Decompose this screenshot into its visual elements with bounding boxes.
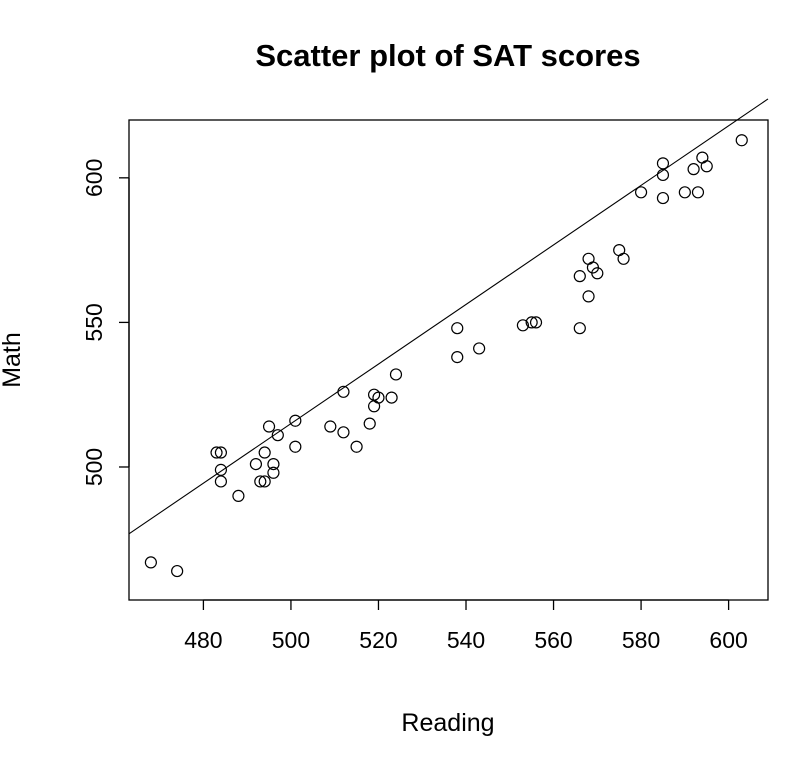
x-axis: 480 500 520 540 560 580 600	[184, 599, 748, 653]
x-tick-label: 500	[272, 627, 310, 653]
data-point	[656, 157, 670, 170]
data-point	[171, 564, 184, 578]
data-point	[289, 414, 302, 427]
data-point	[389, 368, 403, 381]
data-point	[735, 134, 748, 147]
data-point	[634, 186, 648, 199]
data-point	[214, 463, 228, 476]
data-point	[267, 466, 280, 479]
data-point	[613, 244, 626, 257]
data-point	[214, 475, 228, 488]
data-point	[350, 440, 363, 453]
x-tick-label: 520	[359, 627, 397, 653]
data-point	[451, 351, 464, 364]
x-tick-label: 480	[184, 627, 222, 653]
y-axis-label: Math	[0, 332, 26, 388]
y-axis: 500 550 600	[81, 159, 130, 486]
data-point	[254, 475, 267, 488]
data-point	[363, 417, 376, 430]
data-point	[232, 489, 245, 503]
data-points	[144, 134, 748, 578]
data-point	[262, 420, 276, 433]
regression-line	[128, 98, 769, 535]
plot-frame	[128, 119, 769, 601]
data-point	[582, 290, 595, 303]
y-tick-label: 500	[81, 448, 107, 486]
data-point	[525, 316, 538, 329]
data-point	[258, 446, 271, 459]
x-tick-label: 540	[447, 627, 485, 653]
data-point	[271, 429, 284, 442]
data-point	[687, 163, 700, 176]
data-point	[451, 322, 464, 335]
data-point	[529, 316, 543, 329]
data-point	[573, 322, 586, 335]
data-point	[700, 160, 713, 173]
data-point	[573, 270, 586, 283]
data-point	[678, 186, 691, 199]
data-point	[214, 446, 228, 459]
data-point	[267, 457, 280, 471]
data-point	[249, 457, 263, 471]
x-tick-label: 560	[534, 627, 572, 653]
y-tick-label: 600	[81, 159, 107, 197]
data-point	[691, 186, 705, 199]
data-point	[337, 385, 350, 398]
data-point	[582, 252, 595, 265]
data-point	[210, 446, 223, 459]
data-point	[324, 420, 337, 433]
x-axis-label: Reading	[401, 709, 494, 737]
data-point	[591, 267, 604, 280]
chart-title: Scatter plot of SAT scores	[255, 38, 640, 73]
data-point	[385, 391, 398, 404]
regression-line-group	[128, 98, 769, 535]
data-point	[337, 426, 350, 439]
data-point	[372, 391, 385, 404]
data-point	[367, 400, 381, 413]
data-point	[289, 440, 302, 453]
data-point	[617, 252, 630, 265]
data-point	[696, 151, 709, 164]
x-tick-label: 580	[622, 627, 660, 653]
x-tick-label: 600	[709, 627, 747, 653]
y-tick-label: 550	[81, 303, 107, 341]
data-point	[656, 191, 670, 205]
data-point	[258, 475, 271, 488]
data-point	[516, 319, 530, 332]
data-point	[473, 342, 486, 355]
data-point	[144, 556, 157, 569]
